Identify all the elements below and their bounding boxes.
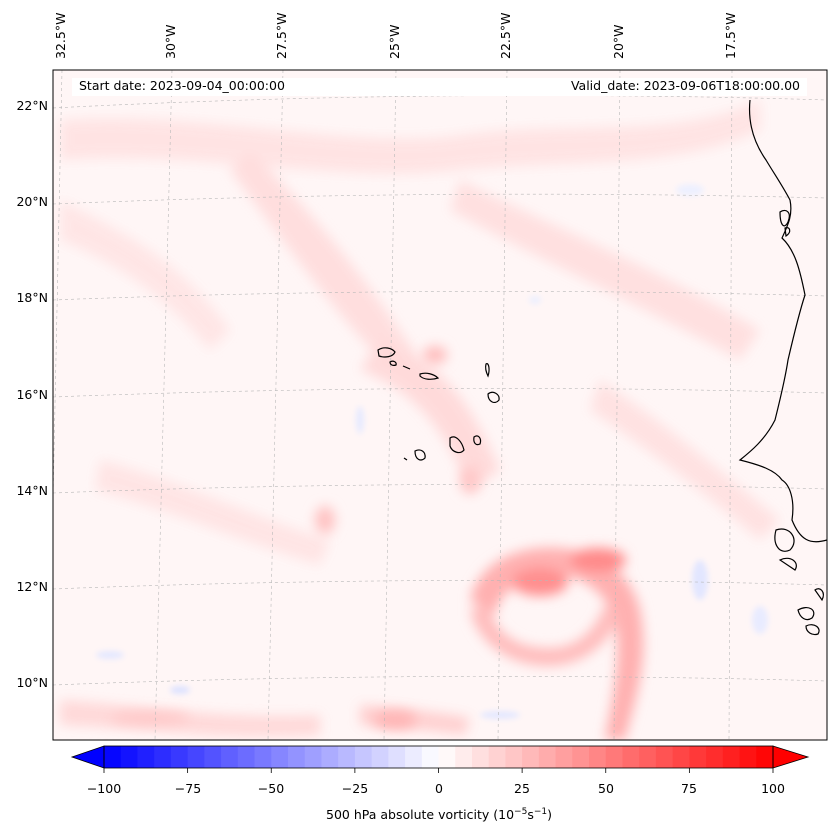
colorbar-segment	[488, 746, 507, 768]
colorbar-low-extension	[70, 745, 105, 769]
colorbar-segment	[237, 746, 256, 768]
colorbar-tick-label: 25	[514, 781, 530, 796]
header-band	[72, 78, 807, 96]
lat-label-14n: 14°N	[16, 483, 48, 498]
colorbar-tick-label: 75	[681, 781, 697, 796]
lon-label-32-5w: 32.5°W	[53, 12, 68, 59]
colorbar-segment	[371, 746, 389, 768]
colorbar-segment	[689, 746, 707, 768]
colorbar-segment	[471, 746, 490, 768]
lon-label-30w: 30°W	[163, 24, 178, 59]
colorbar-segment	[254, 746, 272, 768]
colorbar-tick-label: −100	[86, 781, 122, 796]
colorbar-segment	[170, 746, 189, 768]
colorbar-segment	[354, 746, 373, 768]
colorbar-segment	[639, 746, 657, 768]
lat-label-12n: 12°N	[16, 579, 48, 594]
lat-label-20n: 20°N	[16, 194, 48, 209]
graticule	[53, 70, 827, 740]
colorbar-segment	[505, 746, 523, 768]
colorbar-tick-label: 100	[761, 781, 785, 796]
lon-label-25w: 25°W	[387, 24, 402, 59]
colorbar-segment	[589, 746, 607, 768]
start-date-label: Start date: 2023-09-04_00:00:00	[79, 78, 285, 93]
colorbar-tick-label: −25	[341, 781, 369, 796]
colorbar-title-suffix: )	[547, 807, 553, 823]
map-frame	[52, 69, 828, 741]
colorbar-title-unit: s	[527, 807, 534, 823]
colorbar-segment	[154, 746, 172, 768]
vorticity-field	[53, 70, 827, 740]
colorbar-segment	[221, 746, 239, 768]
colorbar-segment	[538, 746, 557, 768]
lon-label-27-5w: 27.5°W	[274, 12, 289, 59]
colorbar-segment	[555, 746, 573, 768]
colorbar-segment	[321, 746, 339, 768]
coastlines	[377, 99, 827, 636]
colorbar-segment	[739, 746, 757, 768]
colorbar-segment	[104, 746, 122, 768]
colorbar-high-extension	[772, 745, 810, 769]
colorbar-segment	[756, 746, 774, 768]
colorbar-title-exp2: −1	[533, 807, 548, 817]
lat-label-10n: 10°N	[16, 675, 48, 690]
colorbar-segment	[338, 746, 356, 768]
colorbar-segment	[722, 746, 741, 768]
colorbar-segment	[187, 746, 205, 768]
lat-label-18n: 18°N	[16, 290, 48, 305]
colorbar-tick-label: 0	[435, 781, 443, 796]
colorbar-segment	[271, 746, 289, 768]
colorbar-segment	[572, 746, 590, 768]
lat-label-16n: 16°N	[16, 387, 48, 402]
colorbar-segment	[655, 746, 674, 768]
lon-label-17-5w: 17.5°W	[723, 12, 738, 59]
colorbar-segment	[120, 746, 139, 768]
colorbar-segment	[622, 746, 640, 768]
colorbar-title: 500 hPa absolute vorticity (10−5s−1)	[326, 807, 552, 822]
colorbar-segment	[522, 746, 540, 768]
colorbar-segment	[405, 746, 423, 768]
valid-date-label: Valid_date: 2023-09-06T18:00:00.00	[570, 78, 800, 93]
colorbar-tick-label: −50	[257, 781, 285, 796]
colorbar-segment	[388, 746, 406, 768]
colorbar-segment	[137, 746, 155, 768]
colorbar-segment	[706, 746, 724, 768]
colorbar-tick-label: 50	[598, 781, 614, 796]
lon-label-20w: 20°W	[611, 24, 626, 59]
lon-label-22-5w: 22.5°W	[498, 12, 513, 59]
colorbar-tick-label: −75	[174, 781, 202, 796]
colorbar-title-prefix: 500 hPa absolute vorticity (10	[325, 807, 515, 823]
colorbar-segment	[421, 746, 440, 768]
lat-label-22n: 22°N	[16, 98, 48, 113]
colorbar-segment	[605, 746, 624, 768]
colorbar-segment	[304, 746, 323, 768]
colorbar-segment	[438, 746, 456, 768]
colorbar-segment	[287, 746, 306, 768]
colorbar-segment	[455, 746, 473, 768]
colorbar-title-exp1: −5	[514, 807, 528, 817]
colorbar	[70, 745, 810, 773]
colorbar-segment	[204, 746, 222, 768]
colorbar-segment	[672, 746, 690, 768]
